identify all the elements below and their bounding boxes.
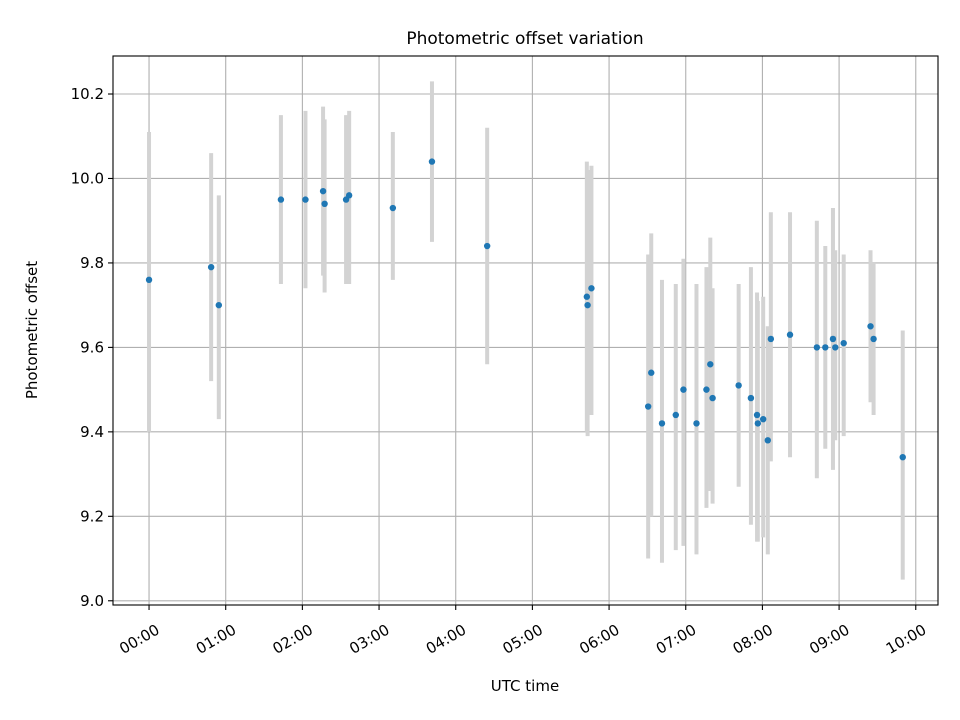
data-point: [813, 344, 821, 351]
data-point: [428, 158, 436, 165]
data-point: [870, 335, 877, 343]
chart-title: Photometric offset variation: [406, 29, 643, 49]
data-point: [707, 361, 714, 368]
y-tick-label: 9.6: [80, 338, 104, 356]
data-point: [786, 331, 794, 338]
data-point: [703, 386, 710, 393]
data-point: [767, 335, 775, 343]
data-point: [753, 411, 761, 419]
data-point: [840, 339, 847, 347]
data-point: [302, 196, 309, 203]
data-point: [709, 394, 716, 402]
y-tick-label: 9.2: [80, 507, 104, 525]
data-point: [822, 344, 829, 351]
data-point: [321, 200, 328, 208]
y-tick-label: 10.0: [71, 169, 104, 187]
y-tick-label: 10.2: [71, 85, 104, 103]
data-point: [693, 420, 700, 427]
plot-frame: [112, 55, 939, 606]
data-point: [747, 394, 755, 402]
data-point: [832, 344, 839, 351]
data-point: [319, 187, 327, 195]
data-point: [658, 420, 666, 427]
y-tick-label: 9.8: [80, 254, 104, 272]
data-point: [277, 196, 285, 203]
grid: [113, 56, 938, 605]
data-point: [759, 415, 767, 423]
y-axis-ticks: 9.0 9.2 9.4 9.6 9.8 10.0 10.2: [71, 85, 113, 610]
data-point: [754, 420, 762, 427]
data-point: [648, 369, 655, 376]
y-axis-label: Photometric offset: [23, 261, 41, 399]
x-axis-label: UTC time: [491, 677, 559, 695]
data-point: [145, 276, 153, 284]
data-point: [672, 411, 679, 419]
data-point: [735, 382, 742, 389]
data-point: [588, 285, 595, 292]
data-point: [899, 453, 906, 461]
data-point: [215, 301, 223, 309]
data-point: [483, 242, 491, 250]
data-point: [764, 437, 771, 444]
data-points: [145, 158, 906, 461]
data-point: [345, 192, 353, 199]
data-point: [680, 386, 687, 393]
data-point: [583, 293, 591, 300]
data-point: [867, 323, 874, 330]
data-point: [644, 403, 652, 410]
data-point: [207, 263, 215, 271]
data-point: [389, 204, 397, 212]
data-point: [584, 301, 591, 309]
y-tick-label: 9.0: [80, 592, 104, 610]
y-tick-label: 9.4: [80, 423, 104, 441]
data-point: [829, 335, 837, 343]
